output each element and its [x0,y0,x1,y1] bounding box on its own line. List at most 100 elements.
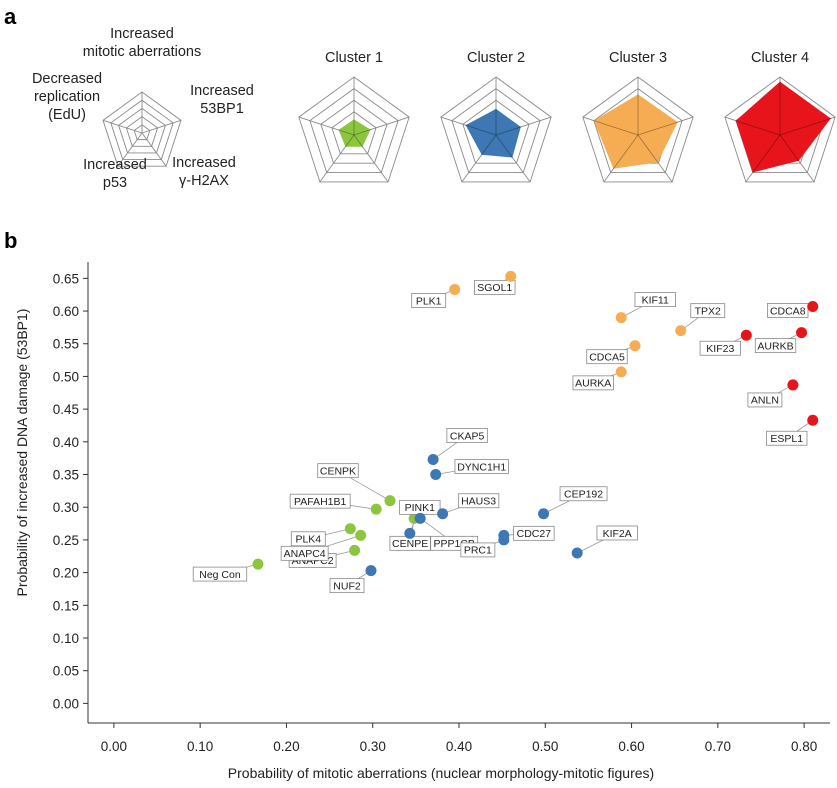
scatter-points: Neg ConPLK4ANAPC2ANAPC4PAFAH1B1CENPKCENP… [192,270,819,594]
point-label-box [280,545,329,561]
y-axis-label: Probability of increased DNA damage (53B… [14,309,30,597]
y-tick-label: 0.10 [53,631,79,646]
radar-inner-spoke [779,118,831,136]
scatter-point-ckap5 [427,453,439,465]
x-tick-label: 0.40 [446,739,472,754]
x-tick-label: 0.80 [791,739,817,754]
point-label-box [699,340,741,356]
scatter-point-plk4 [344,523,356,535]
scatter-point-cenpk [384,495,396,507]
point-label: KIF23 [706,343,734,355]
point-label: CENPE [392,538,428,550]
scatter-point-anln [787,379,799,391]
point-label-box [596,525,638,541]
radar-title: Cluster 1 [325,50,383,66]
point-label: CEP192 [564,489,603,501]
legend-axis-label: Increased [83,157,147,173]
point-label: CKAP5 [450,430,485,442]
point-label: ESPL1 [770,433,803,445]
point-label-box [474,279,516,295]
legend-axis-label: Increased [110,26,174,42]
radar-ring [462,99,530,164]
scatter-point-nuf2 [365,565,377,577]
legend-axis-label: mitotic aberrations [83,44,201,60]
radar-inner-spoke [495,126,521,136]
x-tick-label: 0.60 [618,739,644,754]
point-label: PINK1 [405,502,436,514]
point-label: SGOL1 [477,282,512,294]
point-label-box [634,292,676,307]
point-label-box [559,486,608,502]
scatter-point-neg-con [252,558,264,570]
radar-title: Cluster 2 [467,50,525,66]
radar-ring [440,76,552,183]
y-tick-label: 0.30 [53,500,79,515]
point-label: CDCA8 [770,305,806,317]
scatter-point-cdca5 [629,340,641,352]
panel-b-letter: b [4,228,17,253]
legend-radar-ring [118,107,166,154]
point-label-box [513,525,555,541]
x-tick-label: 0.20 [273,739,299,754]
point-label-box [317,463,359,479]
legend-axis-label: (EdU) [48,107,86,123]
radar-inner-spoke [338,129,355,136]
point-label: KIF11 [642,294,669,306]
scatter-point-pafah1b1 [370,503,382,515]
scatter-point-cep192 [538,508,550,520]
point-label: PLK4 [295,534,321,546]
radar-inner-spoke [593,120,639,136]
y-tick-label: 0.00 [53,696,79,711]
point-label: NUF2 [333,580,361,592]
y-tick-label: 0.60 [53,304,79,319]
radar-area [465,108,521,158]
x-axis-label: Probability of mitotic aberrations (nucl… [228,765,654,781]
point-label: TPX2 [695,305,721,317]
radar-area [735,81,831,173]
radar-inner-spoke [465,124,497,136]
radar-inner-spoke [637,134,659,163]
scatter-point-anapc4 [355,529,367,541]
radar-title: Cluster 3 [609,50,667,66]
point-label-box [446,428,488,443]
radar-ring [320,99,388,164]
radar-area [338,119,371,147]
y-tick-label: 0.45 [53,402,79,417]
scatter-plot: 0.00 0.05 0.10 0.15 0.20 0.25 0.30 0.35 0.40 0.45… [14,262,830,781]
point-label-box [766,430,808,446]
scatter-point-cdc27 [498,529,510,541]
scatter-point-anapc2 [349,544,361,556]
point-label-box [754,338,797,354]
panel-a-letter: a [4,4,17,29]
scatter-point-kif2a [571,547,583,559]
legend-axis-label: replication [34,89,100,105]
point-label: PLK1 [416,295,442,307]
point-label-box [586,349,628,365]
point-label: AURKA [575,378,611,390]
legend-radar-ring [102,91,182,167]
point-label-box [290,531,326,547]
y-tick-label: 0.50 [53,369,79,384]
y-tick-label: 0.40 [53,435,79,450]
radar-cluster-2: Cluster 2 [440,50,552,183]
x-tick-label: 0.70 [705,739,731,754]
radar-area [593,94,678,169]
point-label: KIF2A [603,528,632,540]
point-label: ANAPC4 [284,548,326,560]
legend-axis-label: p53 [103,175,127,191]
point-label-box [454,459,509,474]
legend-radar-spoke [117,132,143,167]
point-label: PRC1 [464,545,492,557]
radar-ring [582,76,694,183]
radar-inner-spoke [353,129,371,136]
x-tick-label: 0.00 [101,739,127,754]
scatter-point-plk1 [449,283,461,295]
y-tick-label: 0.55 [53,337,79,352]
scatter-point-aurka [615,366,627,378]
radar-ring [724,76,836,183]
y-tick-label: 0.25 [53,533,79,548]
point-label-box [192,566,248,582]
y-tick-label: 0.15 [53,598,79,613]
legend-axis-label: Increased [172,155,236,171]
